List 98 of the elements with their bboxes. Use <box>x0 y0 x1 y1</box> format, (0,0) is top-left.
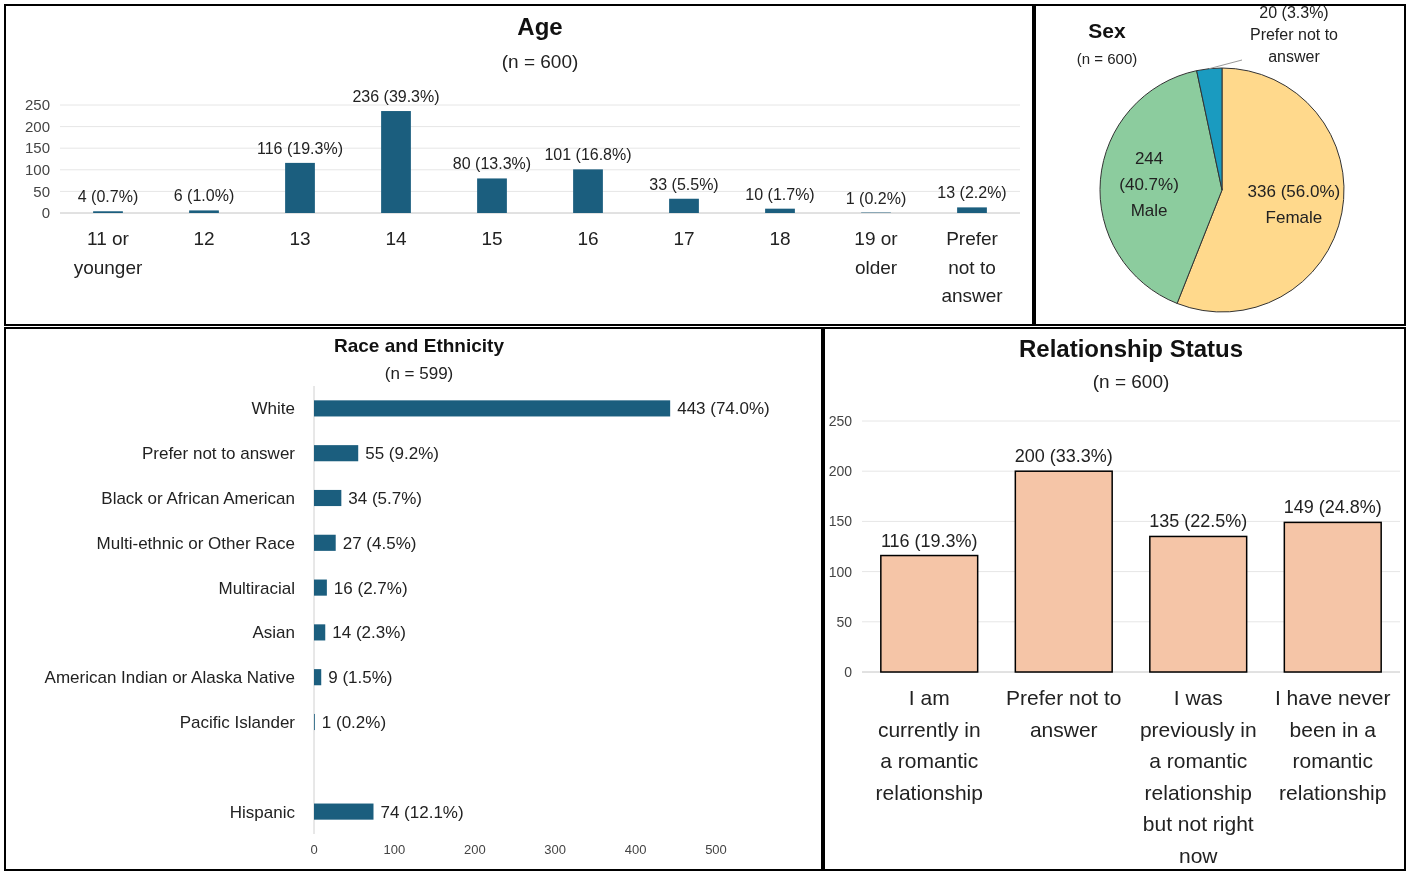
x-tick-label: 300 <box>544 842 567 857</box>
x-tick-label: 0 <box>310 842 318 857</box>
y-tick-label: 150 <box>828 513 853 530</box>
x-tick-label: 14 <box>385 228 407 249</box>
bar <box>880 554 979 673</box>
bar <box>669 198 699 213</box>
slice-label: Female <box>1265 207 1323 227</box>
data-label: 9 (1.5%) <box>328 668 393 688</box>
data-label: 55 (9.2%) <box>365 444 439 464</box>
y-tick-label: Black or African American <box>101 488 295 508</box>
text: (n = 600) <box>1076 50 1138 67</box>
data-label: 14 (2.3%) <box>332 623 406 643</box>
x-tick-label: I am currently in a romantic relationship <box>875 686 983 804</box>
bar <box>1014 470 1113 673</box>
data-label: 34 (5.7%) <box>348 488 423 508</box>
text: Sex <box>1088 19 1126 42</box>
x-tick-label: I was previously in a romantic relationship but not right now <box>1139 686 1257 867</box>
data-label: 80 (13.3%) <box>452 155 532 173</box>
chart-subtitle: (n = 600) <box>1092 371 1170 392</box>
chart-title: Race and Ethnicity <box>334 335 505 356</box>
bar <box>314 579 327 596</box>
y-tick-label: White <box>251 399 295 419</box>
bar <box>285 162 315 213</box>
data-label: 443 (74.0%) <box>677 399 770 419</box>
bar <box>314 803 374 820</box>
x-tick-label: 100 <box>383 842 406 857</box>
data-label: 6 (1.0%) <box>173 187 235 205</box>
slice-label: Male <box>1130 200 1168 220</box>
data-label: 13 (2.2%) <box>937 184 1007 202</box>
x-tick-label: 12 <box>193 228 215 249</box>
y-tick-label: 100 <box>24 161 50 179</box>
x-tick-label: 13 <box>289 228 311 249</box>
y-tick-label: Hispanic <box>229 802 296 822</box>
data-label: 74 (12.1%) <box>380 802 464 822</box>
data-label: 200 (33.3%) <box>1014 446 1113 467</box>
data-label: 116 (19.3%) <box>880 530 978 551</box>
y-tick-label: 200 <box>24 117 50 135</box>
y-tick-label: 50 <box>33 182 50 200</box>
y-tick-label: American Indian or Alaska Native <box>44 668 295 688</box>
data-label: 236 (39.3%) <box>352 88 440 106</box>
y-tick-label: 0 <box>41 204 50 222</box>
y-tick-label: 200 <box>828 463 853 480</box>
chart-subtitle: (n = 599) <box>384 364 454 383</box>
slice-label: Prefer not to answer <box>1249 26 1339 65</box>
bar <box>957 207 987 213</box>
x-tick-label: 19 or older <box>854 228 899 278</box>
data-label: 116 (19.3%) <box>257 139 343 157</box>
x-tick-label: I have never been in a romantic relationship <box>1274 686 1391 804</box>
x-tick-label: Prefer not to answer <box>941 228 1004 306</box>
x-tick-label: 17 <box>673 228 695 249</box>
data-label: 1 (0.2%) <box>845 189 907 207</box>
data-label: 1 (0.2%) <box>321 712 387 732</box>
bar <box>477 178 507 213</box>
bar <box>314 624 326 641</box>
chart-title: Age <box>517 13 563 40</box>
y-tick-label: Multi-ethnic or Other Race <box>96 533 295 553</box>
y-tick-label: 100 <box>828 563 853 580</box>
bar <box>314 445 359 462</box>
y-tick-label: Prefer not to answer <box>141 444 296 464</box>
x-tick-label: Prefer not to answer <box>1005 686 1122 741</box>
x-tick-label: 400 <box>624 842 647 857</box>
data-label: 336 (56.0%) <box>1247 181 1341 201</box>
y-tick-label: 250 <box>828 412 853 429</box>
y-tick-label: 250 <box>24 96 50 114</box>
x-tick-label: 16 <box>577 228 599 249</box>
data-label: 33 (5.5%) <box>649 175 719 193</box>
bar <box>189 210 219 213</box>
data-label: 10 (1.7%) <box>745 185 815 203</box>
bar <box>314 400 671 417</box>
bar <box>1283 521 1382 673</box>
y-tick-label: Asian <box>252 623 295 643</box>
chart-subtitle: (n = 600) <box>501 51 579 72</box>
bar <box>381 111 411 213</box>
data-label: 20 (3.3%) <box>1259 4 1329 21</box>
x-tick-label: 500 <box>705 842 727 857</box>
bar <box>765 208 795 213</box>
bar <box>314 669 322 686</box>
data-label: 244 (40.7%) <box>1119 148 1179 194</box>
y-tick-label: 50 <box>836 613 853 630</box>
bar <box>1149 535 1248 673</box>
data-label: 101 (16.8%) <box>544 146 632 164</box>
y-tick-label: 0 <box>844 663 853 680</box>
bar <box>573 169 603 213</box>
y-tick-label: Pacific Islander <box>179 712 296 732</box>
x-tick-label: 11 or younger <box>73 228 143 278</box>
data-label: 16 (2.7%) <box>333 578 408 598</box>
data-label: 135 (22.5%) <box>1149 511 1248 532</box>
data-label: 4 (0.7%) <box>77 188 139 206</box>
x-tick-label: 200 <box>463 842 486 857</box>
bar <box>314 534 336 551</box>
y-tick-label: Multiracial <box>218 578 295 598</box>
chart-title: Relationship Status <box>1018 335 1244 362</box>
x-tick-label: 18 <box>769 228 791 249</box>
data-label: 149 (24.8%) <box>1283 497 1382 518</box>
data-label: 27 (4.5%) <box>342 533 417 553</box>
bar <box>314 489 342 507</box>
x-tick-label: 15 <box>481 228 503 249</box>
y-tick-label: 150 <box>24 139 50 157</box>
